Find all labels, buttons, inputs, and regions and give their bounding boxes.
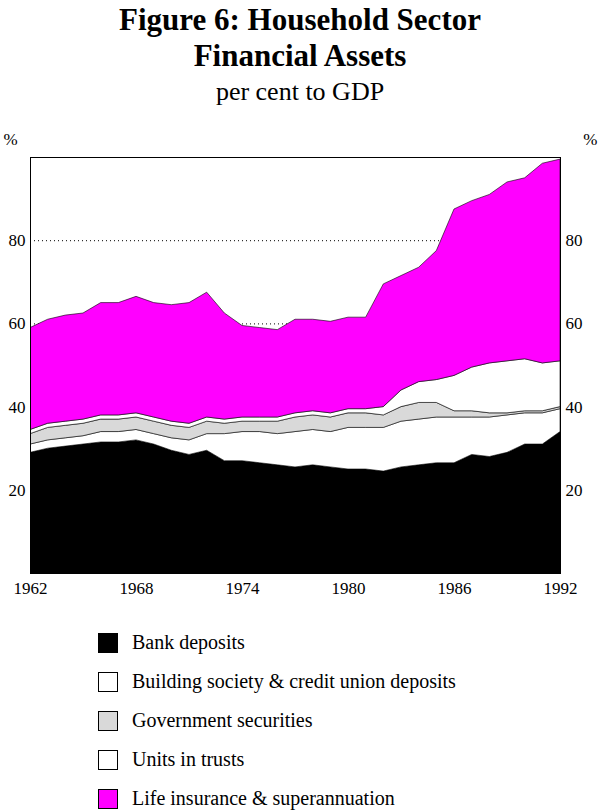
svg-text:40: 40 bbox=[566, 398, 583, 417]
html-text:per cent to GDP: per cent to GDP bbox=[215, 77, 385, 106]
svg-text:1968: 1968 bbox=[120, 579, 154, 598]
svg-text:1980: 1980 bbox=[332, 579, 366, 598]
svg-text:40: 40 bbox=[9, 398, 26, 417]
svg-text:60: 60 bbox=[566, 314, 583, 333]
svg-text:1962: 1962 bbox=[14, 579, 48, 598]
svg-text:%: % bbox=[583, 130, 597, 149]
svg-text:80: 80 bbox=[9, 231, 26, 250]
svg-text:20: 20 bbox=[566, 481, 583, 500]
svg-text:1986: 1986 bbox=[438, 579, 472, 598]
html-text:Units in trusts: Units in trusts bbox=[132, 748, 245, 770]
svg-text:1992: 1992 bbox=[544, 579, 578, 598]
svg-text:%: % bbox=[4, 130, 18, 149]
html-text:Building society & credit unio: Building society & credit union deposits bbox=[132, 670, 456, 692]
html-text:Bank deposits: Bank deposits bbox=[132, 631, 245, 653]
html-text:Figure 6: Household Sector Fin: Figure 6: Household Sector Financial Ass… bbox=[119, 2, 481, 73]
html-text:Life insurance & superannuatio: Life insurance & superannuation bbox=[132, 787, 395, 809]
svg-text:20: 20 bbox=[9, 481, 26, 500]
html-text:Government securities: Government securities bbox=[132, 709, 313, 731]
svg-text:60: 60 bbox=[9, 314, 26, 333]
svg-text:80: 80 bbox=[566, 231, 583, 250]
svg-text:1974: 1974 bbox=[226, 579, 261, 598]
